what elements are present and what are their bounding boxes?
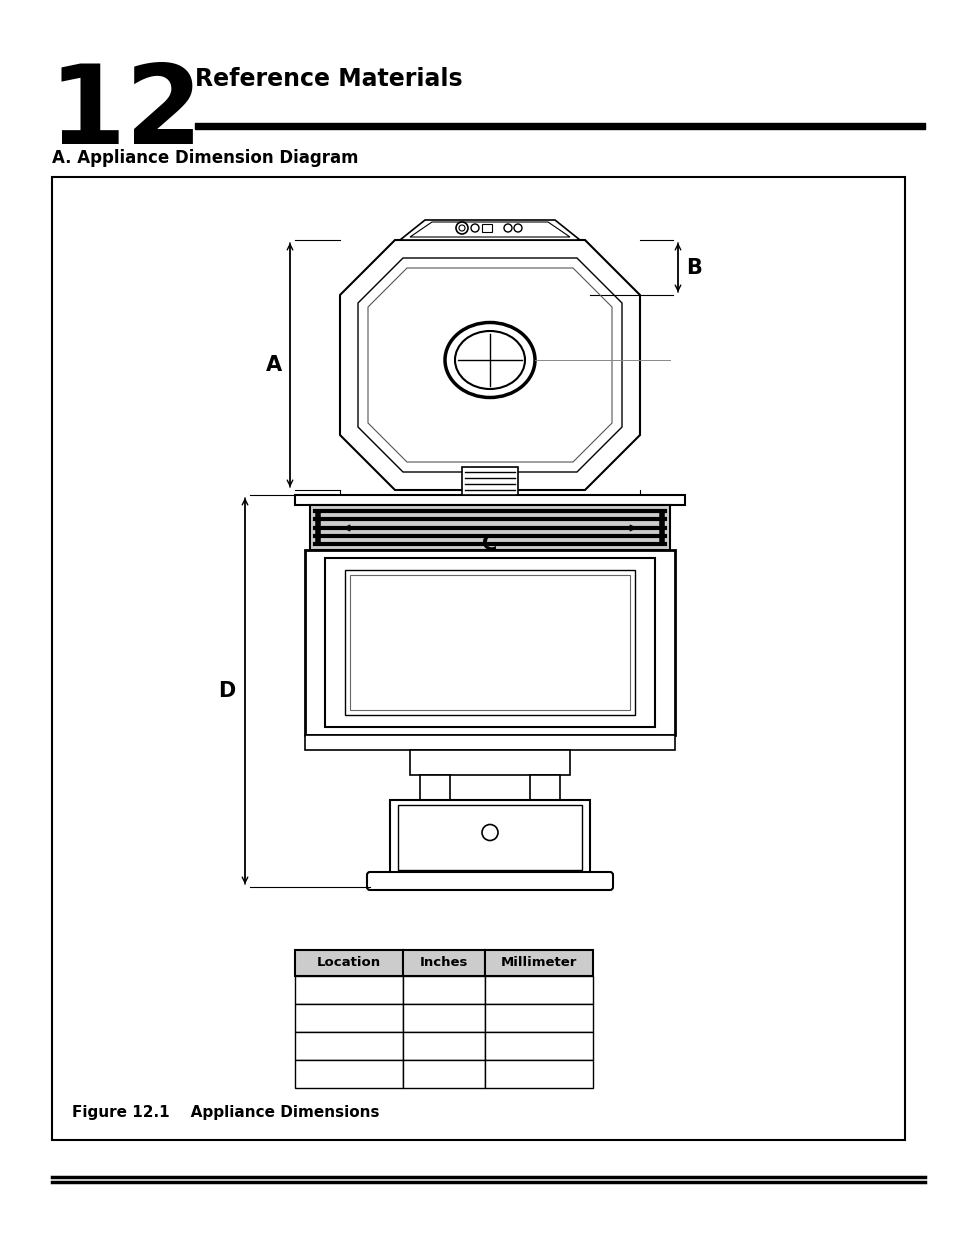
Circle shape [503, 224, 512, 232]
Bar [402, 1004, 484, 1032]
Bar [530, 776, 559, 800]
Bar [294, 1032, 402, 1060]
Bar [305, 735, 675, 750]
Bar [484, 1060, 593, 1088]
Bar [397, 805, 581, 869]
Bar [390, 800, 589, 876]
Bar [345, 571, 635, 715]
Bar [402, 1060, 484, 1088]
Circle shape [458, 225, 464, 231]
Bar [484, 1032, 593, 1060]
Bar [484, 976, 593, 1004]
Bar [461, 467, 517, 495]
Circle shape [514, 224, 521, 232]
Bar [294, 1004, 402, 1032]
Bar [305, 550, 675, 735]
Text: Location: Location [316, 956, 380, 969]
Bar [419, 776, 450, 800]
Ellipse shape [444, 322, 535, 398]
Text: Inches: Inches [419, 956, 468, 969]
Circle shape [481, 825, 497, 841]
Text: 12: 12 [48, 61, 202, 167]
Bar [484, 1004, 593, 1032]
Text: Reference Materials: Reference Materials [194, 67, 462, 91]
FancyBboxPatch shape [367, 872, 613, 890]
Text: C: C [482, 534, 497, 555]
Polygon shape [399, 220, 579, 240]
Text: A. Appliance Dimension Diagram: A. Appliance Dimension Diagram [52, 149, 358, 167]
Bar [294, 950, 402, 976]
Bar [52, 177, 904, 1140]
Bar [410, 750, 569, 776]
Bar [294, 1060, 402, 1088]
Bar [402, 976, 484, 1004]
Circle shape [456, 222, 468, 233]
Bar [402, 1032, 484, 1060]
Text: A: A [266, 354, 282, 375]
Text: B: B [685, 258, 701, 278]
Text: D: D [218, 680, 235, 701]
Text: Figure 12.1    Appliance Dimensions: Figure 12.1 Appliance Dimensions [71, 1104, 379, 1119]
Bar [325, 558, 655, 727]
Bar [294, 976, 402, 1004]
Bar [481, 224, 492, 232]
Circle shape [471, 224, 478, 232]
Ellipse shape [455, 331, 524, 389]
Bar [402, 950, 484, 976]
Bar [310, 505, 669, 550]
Text: Millimeter: Millimeter [500, 956, 577, 969]
Bar [350, 576, 629, 710]
Bar [294, 495, 684, 505]
Bar [484, 950, 593, 976]
Polygon shape [339, 240, 639, 490]
